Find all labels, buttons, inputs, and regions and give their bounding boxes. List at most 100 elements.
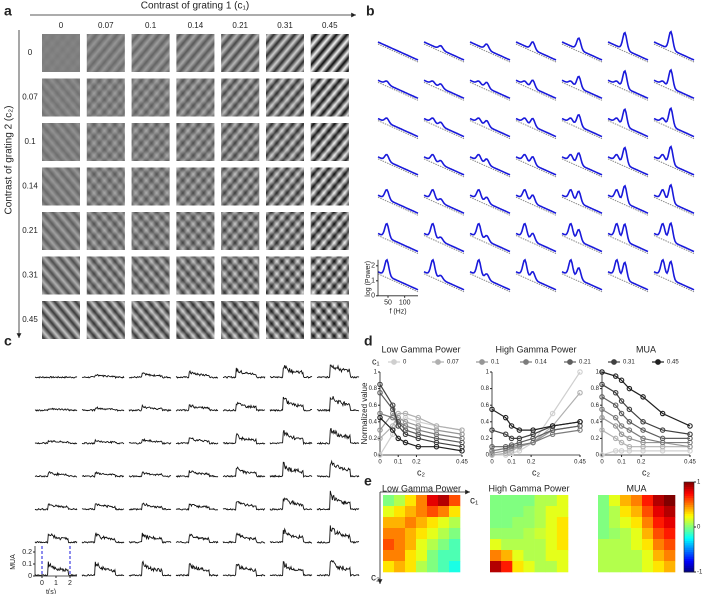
- point: [390, 427, 396, 433]
- panel-label: b: [366, 3, 375, 19]
- colorbar-segment: [684, 531, 694, 535]
- heat-cell: [383, 528, 395, 540]
- colorbar-segment: [684, 569, 694, 573]
- baseline-spectrum: [515, 120, 557, 140]
- heat-cell: [405, 539, 417, 551]
- series-line: [491, 408, 581, 431]
- heat-cell: [534, 528, 547, 540]
- heat-cell: [664, 550, 676, 562]
- heat-cell: [405, 528, 417, 540]
- heat-cell: [556, 550, 569, 562]
- grating-2: [42, 123, 80, 161]
- heat-cell: [501, 528, 513, 540]
- point: [577, 419, 583, 425]
- point: [377, 427, 383, 433]
- spectrum: [423, 79, 465, 100]
- psth: [316, 459, 360, 478]
- x-tick-label: 0.1: [394, 460, 403, 466]
- heat-cell: [653, 517, 665, 529]
- psth: [128, 372, 172, 379]
- grating-2: [176, 301, 215, 339]
- heat-cell: [534, 561, 547, 573]
- heat-cell: [664, 561, 676, 573]
- y-tick-label: 0.6: [369, 403, 378, 409]
- point: [516, 435, 523, 442]
- grating-1: [221, 34, 260, 72]
- x-tick-label: 0.2: [637, 460, 646, 466]
- series-line: [379, 412, 463, 439]
- grating-2: [42, 34, 80, 72]
- heat-cell: [545, 506, 558, 518]
- column-label: 0.14: [188, 21, 204, 30]
- colorbar-segment: [684, 567, 694, 571]
- y-tick-label: 0.2: [481, 436, 490, 442]
- baseline-spectrum: [515, 235, 557, 254]
- chart-title: MUA: [627, 483, 647, 493]
- y-tick-label: 0.8: [481, 386, 490, 392]
- legend-label: 0.21: [579, 360, 591, 366]
- heat-cell: [653, 550, 665, 562]
- colorbar-segment: [684, 509, 694, 512]
- point: [626, 427, 633, 433]
- point: [502, 414, 509, 421]
- series-line: [379, 412, 463, 435]
- point: [549, 410, 556, 417]
- heat-cell: [545, 539, 558, 551]
- baseline-spectrum: [515, 81, 557, 101]
- row-label: 0.45: [22, 315, 38, 324]
- heat-cell: [501, 539, 513, 551]
- point: [687, 431, 693, 437]
- heat-cell: [490, 528, 502, 540]
- x-tick-label: 0: [40, 580, 44, 587]
- colorbar-segment: [684, 491, 694, 494]
- baseline-spectrum: [515, 196, 557, 216]
- baseline-spectrum: [377, 235, 419, 254]
- heat-cell: [490, 495, 502, 507]
- psth: [269, 430, 313, 446]
- point: [502, 431, 509, 437]
- colorbar-segment: [684, 518, 694, 521]
- psth: [269, 527, 313, 544]
- heat-cell: [490, 506, 502, 518]
- grating-2: [87, 34, 125, 72]
- heat-cell: [394, 495, 406, 507]
- heat-cell: [642, 550, 654, 562]
- x-axis-label: c₂: [532, 467, 541, 477]
- heat-cell: [523, 528, 535, 540]
- point: [599, 381, 605, 388]
- series-line: [379, 384, 463, 448]
- column-label: 0.45: [322, 21, 338, 30]
- y-tick-label: 0.4: [481, 419, 490, 425]
- spectrum: [607, 222, 649, 253]
- psth: [269, 365, 313, 379]
- spectrum: [561, 37, 603, 61]
- psth: [81, 406, 125, 412]
- psth: [128, 502, 172, 511]
- heat-cell: [501, 550, 513, 562]
- point: [640, 394, 646, 400]
- x-tick-label: 0.2: [527, 460, 536, 466]
- heat-cell: [501, 561, 513, 573]
- point: [687, 423, 693, 429]
- heat-cell: [512, 528, 524, 540]
- spectrum: [377, 222, 419, 253]
- heat-cell: [438, 495, 450, 507]
- heat-cell: [642, 495, 654, 507]
- spectrum: [607, 107, 649, 138]
- psth: [316, 490, 360, 511]
- column-label: 0: [59, 21, 64, 30]
- point: [618, 410, 625, 417]
- spectrum: [561, 113, 603, 138]
- point: [640, 435, 646, 442]
- heat-cell: [512, 561, 524, 573]
- grating-2: [86, 256, 125, 295]
- heat-cell: [620, 550, 632, 562]
- grating-2: [176, 212, 215, 250]
- psth: [316, 364, 360, 379]
- row-label: 0.21: [22, 226, 38, 235]
- psth: [222, 432, 266, 445]
- colorbar-segment: [684, 520, 694, 523]
- y-tick-label: 0: [486, 453, 490, 459]
